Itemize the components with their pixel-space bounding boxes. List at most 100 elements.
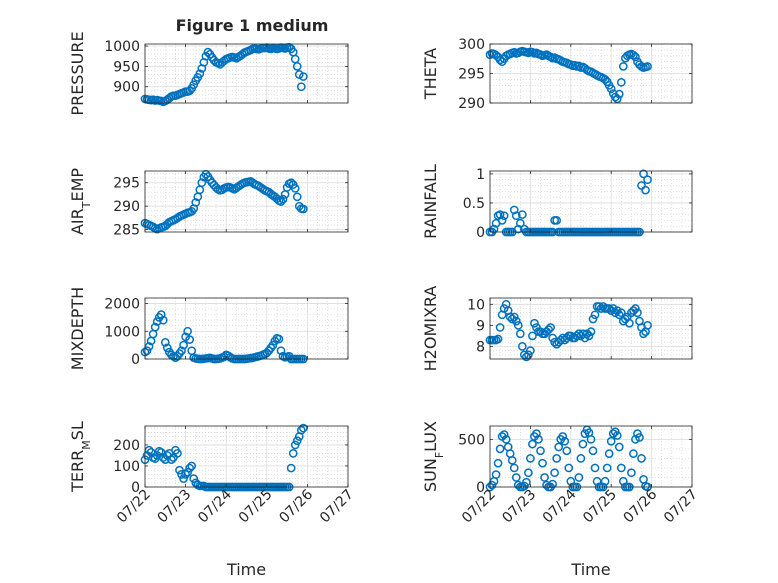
data-point <box>562 446 572 456</box>
data-point <box>614 89 624 99</box>
data-point <box>158 315 168 325</box>
data-point <box>152 317 162 326</box>
data-point <box>625 318 634 328</box>
data-point <box>491 470 501 479</box>
data-point <box>167 455 176 465</box>
x-tick-label: 07/24 <box>540 486 580 526</box>
data-point <box>554 442 564 452</box>
data-point <box>296 82 306 92</box>
data-point <box>602 463 612 473</box>
y-tick-label: 290 <box>458 96 485 112</box>
data-point <box>643 175 652 185</box>
data-point <box>643 62 652 71</box>
y-axis-label: PRESSURE <box>68 31 87 115</box>
data-point <box>181 470 190 479</box>
data-point <box>522 477 531 487</box>
data-point <box>495 210 505 219</box>
data-point <box>532 429 541 438</box>
data-point <box>548 333 557 343</box>
axes-frame <box>144 297 349 360</box>
data-point <box>612 94 622 104</box>
data-point <box>608 429 618 438</box>
y-tick-label: 0.5 <box>463 196 485 212</box>
data-point <box>175 465 184 475</box>
data-point <box>513 320 523 330</box>
y-tick-label: 300 <box>458 37 485 53</box>
data-point <box>185 463 195 473</box>
data-point <box>631 304 640 313</box>
data-point <box>160 338 170 347</box>
data-point <box>142 346 152 356</box>
data-point <box>507 455 517 465</box>
data-point <box>274 334 284 344</box>
data-point <box>576 454 586 463</box>
data-point <box>189 474 199 483</box>
data-point <box>276 346 286 356</box>
subplot-theta: 290 295 300 THETA <box>421 37 693 112</box>
data-point <box>195 69 205 79</box>
data-point <box>606 84 616 94</box>
data-point <box>290 184 300 193</box>
data-point <box>187 461 197 471</box>
x-tick-label: 07/25 <box>580 487 620 527</box>
data-point <box>495 323 505 332</box>
data-point <box>600 476 610 486</box>
data-point <box>495 444 505 454</box>
axes-frame <box>144 425 349 488</box>
y-axis-label: RAINFALL <box>421 164 440 239</box>
data-point <box>612 431 622 440</box>
data-point <box>616 463 626 473</box>
data-point <box>633 308 642 318</box>
data-point <box>501 434 511 444</box>
data-point <box>519 350 529 360</box>
data-point <box>604 449 614 458</box>
y-tick-label: 200 <box>113 438 140 454</box>
y-tick-label: 0 <box>131 352 140 368</box>
data-point <box>588 314 598 324</box>
data-point <box>517 210 527 219</box>
data-point <box>296 425 306 435</box>
x-tick-label: 07/26 <box>276 486 316 526</box>
data-point <box>276 197 286 206</box>
data-point <box>298 423 308 433</box>
x-tick-label: 07/27 <box>317 487 357 527</box>
data-point <box>590 463 600 473</box>
y-tick-label: 8 <box>476 339 485 355</box>
y-tick-label: 295 <box>458 67 485 83</box>
data-point <box>536 446 545 456</box>
y-tick-label: 0 <box>476 480 485 496</box>
data-point <box>522 352 531 362</box>
y-tick-label: 0 <box>476 225 485 241</box>
data-point <box>618 62 628 71</box>
data-point <box>219 352 229 362</box>
data-point <box>578 439 588 449</box>
data-point <box>288 448 298 458</box>
data-point <box>614 310 624 320</box>
data-point <box>627 468 636 478</box>
data-point <box>278 194 288 204</box>
data-point <box>574 329 584 339</box>
data-point <box>203 47 213 57</box>
data-point <box>552 216 562 225</box>
data-point <box>528 439 537 449</box>
data-point <box>144 445 154 455</box>
data-point <box>511 473 521 482</box>
data-point <box>528 331 537 341</box>
data-point <box>495 55 505 65</box>
y-tick-label: 9 <box>476 318 485 334</box>
data-point <box>526 346 535 355</box>
data-point <box>643 320 652 330</box>
data-point <box>550 468 559 478</box>
data-point <box>511 211 521 221</box>
data-point <box>526 454 535 463</box>
data-point <box>631 52 640 62</box>
data-point <box>183 467 192 477</box>
y-axis-label: AIRTEMP <box>68 168 93 235</box>
y-axis-label: TERRMSL <box>68 421 93 493</box>
data-point <box>618 476 628 486</box>
data-point <box>548 479 557 489</box>
y-tick-label: 1000 <box>104 39 140 55</box>
data-point <box>185 86 195 96</box>
y-tick-label: 1000 <box>104 324 140 340</box>
